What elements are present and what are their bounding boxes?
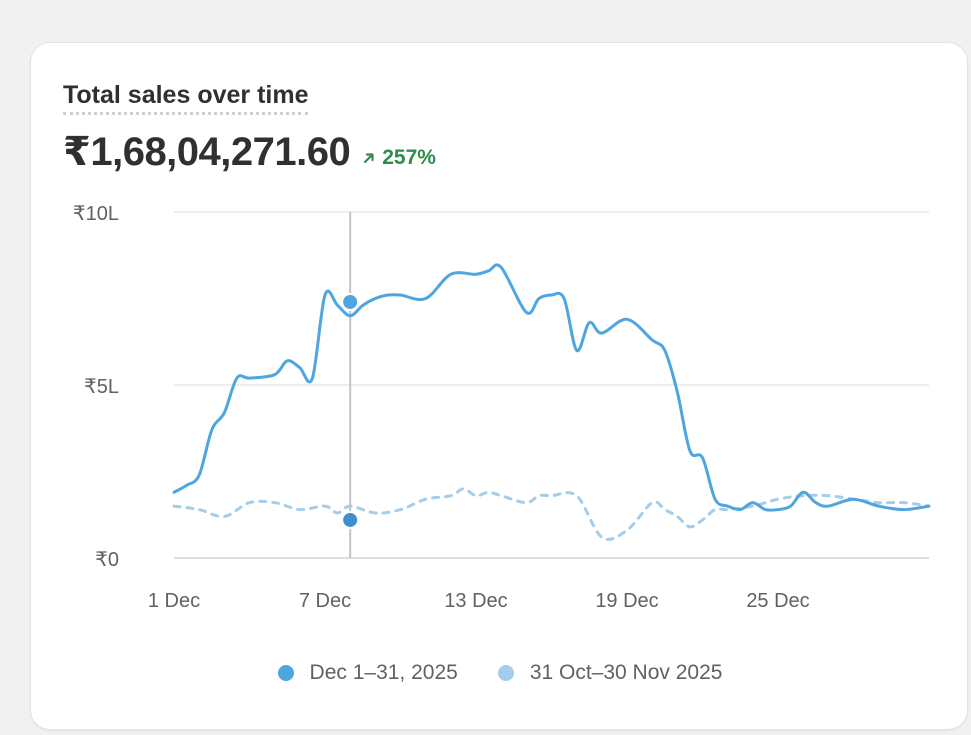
y-tick-label: ₹10L (73, 203, 119, 225)
legend-swatch-previous (497, 665, 514, 681)
legend-item-previous[interactable]: 31 Oct–30 Nov 2025 (497, 661, 723, 685)
card-title[interactable]: Total sales over time (63, 81, 309, 115)
sales-card: Total sales over time ₹1,68,04,271.60 25… (30, 42, 968, 730)
chart-legend: Dec 1–31, 2025 31 Oct–30 Nov 2025 (31, 661, 969, 685)
legend-item-current[interactable]: Dec 1–31, 2025 (277, 661, 458, 685)
total-sales-value: ₹1,68,04,271.60 (63, 130, 351, 174)
x-tick-label: 25 Dec (746, 590, 809, 612)
series-line-previous (172, 487, 931, 541)
legend-swatch-current (277, 665, 294, 681)
y-tick-label: ₹0 (95, 549, 119, 571)
x-tick-label: 7 Dec (299, 590, 351, 612)
total-row: ₹1,68,04,271.60 257% (63, 129, 436, 175)
x-tick-label: 13 Dec (444, 590, 507, 612)
hover-marker-current (341, 292, 360, 311)
sales-line-chart[interactable]: ₹0 ₹5L ₹10L 1 Dec 7 Dec 13 Dec 19 Dec 25 Dec (31, 43, 969, 643)
y-tick-label: ₹5L (84, 376, 119, 398)
legend-label-previous: 31 Oct–30 Nov 2025 (529, 661, 723, 684)
x-tick-label: 19 Dec (595, 590, 658, 612)
x-tick-label: 1 Dec (148, 590, 200, 612)
series-line-current (172, 263, 931, 512)
legend-label-current: Dec 1–31, 2025 (309, 661, 458, 684)
arrow-up-right-icon (364, 153, 374, 164)
change-badge: 257% (362, 146, 436, 170)
hover-marker-previous (341, 510, 360, 529)
change-percent: 257% (382, 146, 436, 169)
